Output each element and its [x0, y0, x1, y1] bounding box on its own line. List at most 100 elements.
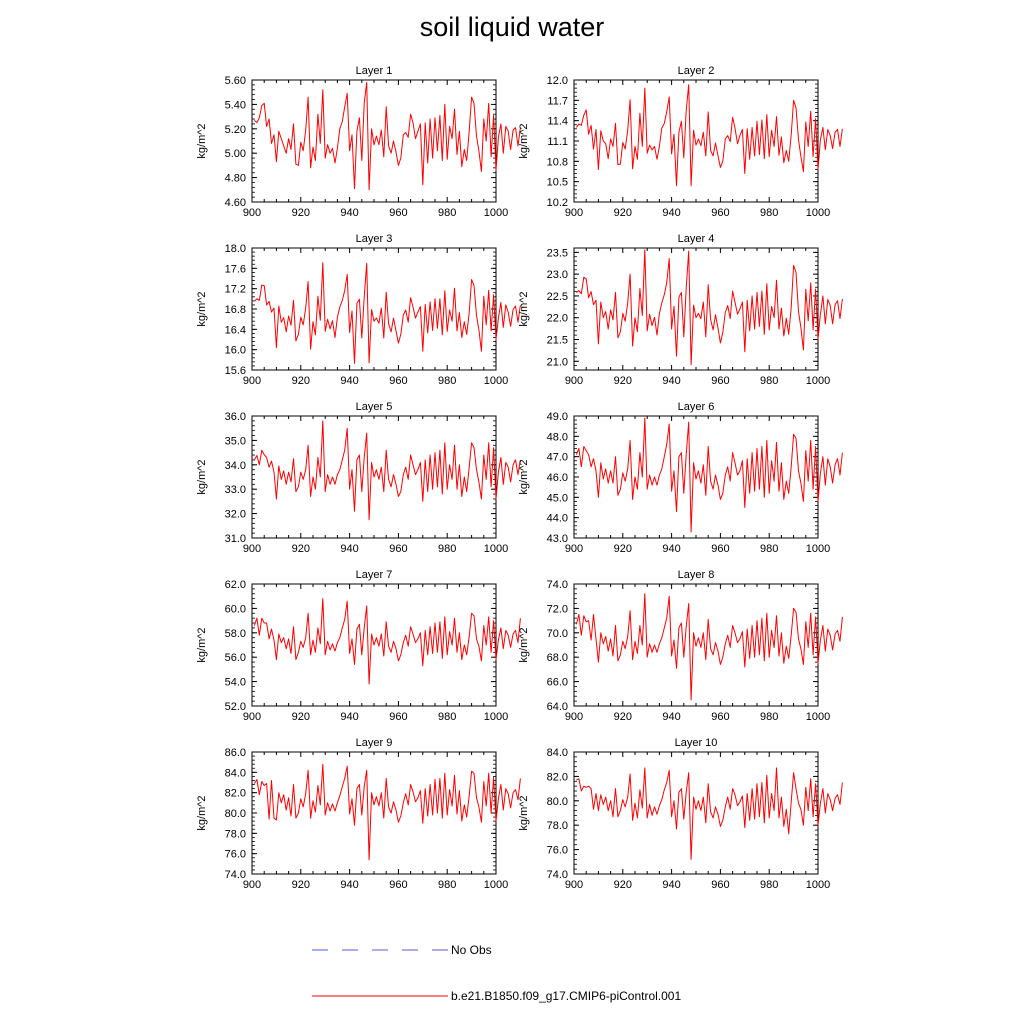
x-tick-label: 940	[340, 711, 358, 723]
x-tick-label: 1000	[806, 207, 830, 219]
panel-title: Layer 7	[356, 569, 393, 581]
y-tick-label: 80.0	[225, 808, 246, 820]
series-line	[253, 763, 521, 861]
y-tick-label: 82.0	[547, 771, 568, 783]
y-tick-label: 82.0	[225, 788, 246, 800]
y-tick-label: 36.0	[225, 411, 246, 423]
y-tick-label: 54.0	[225, 677, 246, 689]
y-tick-label: 34.0	[225, 460, 246, 472]
y-tick-label: 74.0	[225, 869, 246, 881]
x-tick-label: 980	[760, 879, 778, 891]
x-tick-label: 920	[614, 711, 632, 723]
x-tick-label: 980	[760, 207, 778, 219]
y-axis-label: kg/m^2	[196, 123, 208, 158]
x-tick-label: 960	[389, 879, 407, 891]
panel-title: Layer 3	[356, 233, 393, 245]
y-tick-label: 84.0	[225, 767, 246, 779]
y-tick-label: 32.0	[225, 509, 246, 521]
y-tick-label: 17.6	[225, 263, 246, 275]
y-tick-label: 4.60	[225, 197, 246, 209]
panel-title: Layer 2	[678, 65, 715, 77]
x-tick-label: 960	[389, 543, 407, 555]
panel-layer-7: Layer 7 kg/m^2 900 920 940 960 980 1000 52.0 54.0…	[196, 569, 521, 723]
series-line	[254, 81, 521, 191]
x-tick-label: 900	[565, 879, 583, 891]
panel-layer-1: Layer 1 kg/m^2 900 920 940 960 980 1000 4.60 4.80…	[196, 65, 521, 219]
y-tick-label: 72.0	[547, 603, 568, 615]
y-tick-label: 23.5	[547, 247, 568, 259]
x-tick-label: 1000	[806, 879, 830, 891]
panel-title: Layer 1	[356, 65, 393, 77]
y-tick-label: 49.0	[547, 411, 568, 423]
y-tick-label: 84.0	[547, 747, 568, 759]
x-tick-label: 960	[711, 711, 729, 723]
y-tick-label: 48.0	[547, 431, 568, 443]
x-tick-label: 980	[438, 711, 456, 723]
legend: No Obs b.e21.B1850.f09_g17.CMIP6-piContro…	[312, 943, 681, 1003]
y-tick-label: 43.0	[547, 533, 568, 545]
x-tick-label: 900	[565, 711, 583, 723]
y-tick-label: 21.0	[547, 356, 568, 368]
legend-label: b.e21.B1850.f09_g17.CMIP6-piControl.001	[451, 989, 681, 1003]
y-tick-label: 10.5	[547, 177, 568, 189]
legend-label: No Obs	[451, 943, 492, 957]
y-axis-label: kg/m^2	[518, 459, 530, 494]
y-tick-label: 70.0	[547, 628, 568, 640]
panel-title: Layer 8	[678, 569, 715, 581]
y-axis-label: kg/m^2	[518, 291, 530, 326]
y-tick-label: 33.0	[225, 484, 246, 496]
y-tick-label: 5.40	[225, 99, 246, 111]
x-tick-label: 920	[614, 543, 632, 555]
y-tick-label: 74.0	[547, 579, 568, 591]
x-tick-label: 920	[614, 207, 632, 219]
y-axis-label: kg/m^2	[518, 795, 530, 830]
x-tick-label: 940	[662, 543, 680, 555]
y-tick-label: 15.6	[225, 365, 246, 377]
x-tick-label: 940	[662, 207, 680, 219]
x-tick-label: 900	[565, 207, 583, 219]
series-line	[253, 598, 521, 685]
x-tick-label: 960	[711, 543, 729, 555]
y-tick-label: 47.0	[547, 452, 568, 464]
y-tick-label: 5.60	[225, 75, 246, 87]
y-tick-label: 46.0	[547, 472, 568, 484]
x-tick-label: 900	[565, 375, 583, 387]
x-tick-label: 940	[662, 711, 680, 723]
x-tick-label: 920	[292, 543, 310, 555]
x-tick-label: 960	[711, 879, 729, 891]
x-tick-label: 980	[438, 879, 456, 891]
y-tick-label: 11.7	[547, 95, 568, 107]
y-tick-label: 22.5	[547, 291, 568, 303]
y-tick-label: 22.0	[547, 313, 568, 325]
x-tick-label: 920	[292, 375, 310, 387]
x-tick-label: 920	[614, 879, 632, 891]
panel-title: Layer 5	[356, 401, 393, 413]
plot-frame	[251, 247, 497, 371]
x-tick-label: 940	[662, 879, 680, 891]
y-tick-label: 31.0	[225, 533, 246, 545]
x-tick-label: 980	[760, 711, 778, 723]
series-line	[576, 84, 843, 187]
panel-layer-4: Layer 4 kg/m^2 900 920 940 960 980 1000 21.0 21.5…	[518, 233, 843, 387]
plot-frame	[251, 751, 497, 875]
y-tick-label: 60.0	[225, 603, 246, 615]
x-tick-label: 1000	[806, 375, 830, 387]
panel-layer-3: Layer 3 kg/m^2 900 920 940 960 980 1000 15.6 16.0…	[196, 233, 521, 387]
y-tick-label: 16.0	[225, 345, 246, 357]
y-axis-label: kg/m^2	[196, 795, 208, 830]
x-tick-label: 960	[711, 207, 729, 219]
panel-title: Layer 4	[678, 233, 715, 245]
y-tick-label: 10.2	[547, 197, 568, 209]
x-tick-label: 920	[292, 711, 310, 723]
series-line	[576, 249, 843, 366]
y-tick-label: 86.0	[225, 747, 246, 759]
plot-frame	[573, 751, 819, 875]
y-tick-label: 5.00	[225, 148, 246, 160]
x-tick-label: 900	[565, 543, 583, 555]
y-tick-label: 66.0	[547, 677, 568, 689]
x-tick-label: 900	[243, 879, 261, 891]
y-axis-label: kg/m^2	[196, 459, 208, 494]
panel-title: Layer 10	[675, 737, 718, 749]
y-tick-label: 56.0	[225, 652, 246, 664]
